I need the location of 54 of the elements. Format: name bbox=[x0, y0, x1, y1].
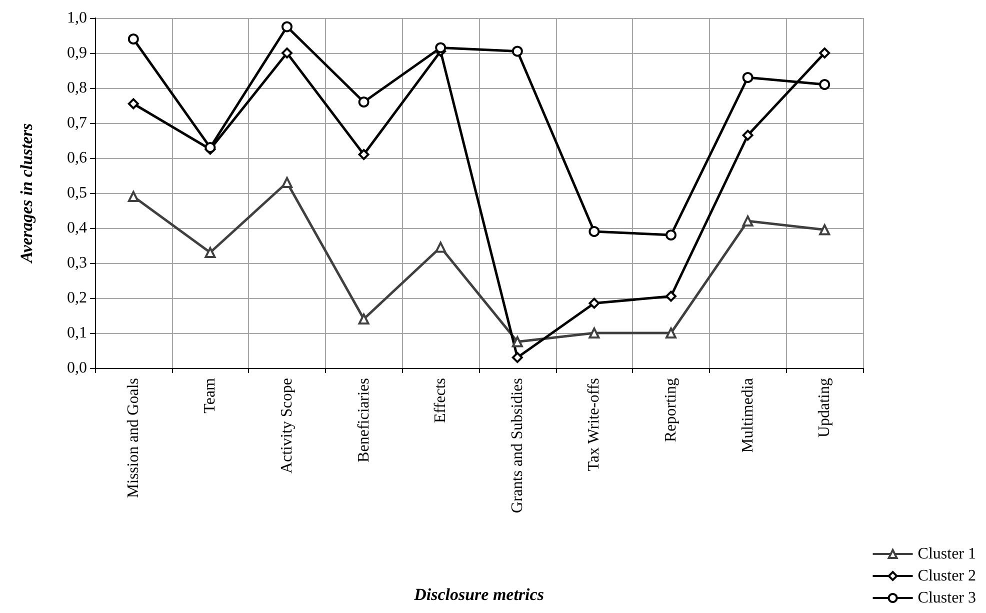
point bbox=[512, 336, 523, 348]
point bbox=[666, 328, 676, 338]
legend-label: Cluster 3 bbox=[918, 590, 976, 606]
y-axis-title: Averages in clusters bbox=[17, 122, 36, 264]
point bbox=[819, 224, 830, 236]
x-tick-label: Grants and Subsidies bbox=[508, 378, 526, 514]
y-tick-label: 1,0 bbox=[67, 10, 87, 26]
x-tick-label: Mission and Goals bbox=[124, 378, 142, 498]
x-tick-label: Team bbox=[202, 377, 219, 414]
point bbox=[666, 230, 676, 240]
point bbox=[512, 46, 523, 57]
point bbox=[588, 298, 600, 309]
x-tick-label: Multimedia bbox=[739, 378, 756, 453]
point bbox=[588, 226, 600, 237]
x-tick-label: Updating bbox=[816, 378, 834, 438]
y-tick-label: 0,2 bbox=[67, 290, 87, 306]
x-tick-label: Tax Write-offs bbox=[586, 378, 603, 472]
point bbox=[128, 191, 139, 202]
y-tick-label: 0,4 bbox=[67, 220, 87, 236]
legend-label: Cluster 2 bbox=[918, 568, 976, 584]
y-tick-label: 0,3 bbox=[67, 254, 87, 272]
x-axis-title: Disclosure metrics bbox=[413, 585, 544, 604]
point bbox=[742, 72, 754, 83]
y-tick-label: 0,0 bbox=[67, 360, 87, 376]
x-tick-label: Beneficiaries bbox=[355, 378, 372, 462]
y-tick-label: 0,9 bbox=[67, 44, 87, 62]
point bbox=[128, 98, 139, 110]
y-tick-label: 0,1 bbox=[67, 324, 87, 342]
point bbox=[512, 352, 523, 363]
point bbox=[128, 34, 139, 44]
point bbox=[204, 247, 216, 258]
y-tick-label: 0,8 bbox=[67, 80, 87, 96]
point bbox=[435, 242, 446, 253]
point bbox=[588, 328, 600, 338]
point bbox=[282, 177, 292, 188]
y-tick-label: 0,5 bbox=[67, 184, 87, 202]
point bbox=[742, 216, 754, 226]
point bbox=[666, 290, 676, 302]
point bbox=[819, 79, 830, 90]
point bbox=[742, 130, 754, 141]
y-tick-label: 0,7 bbox=[67, 114, 87, 132]
point bbox=[358, 96, 370, 108]
point bbox=[819, 48, 830, 58]
legend-label: Cluster 1 bbox=[918, 546, 976, 562]
point bbox=[358, 314, 370, 324]
point bbox=[282, 21, 292, 32]
point bbox=[358, 149, 370, 160]
x-tick-label: Reporting bbox=[662, 378, 680, 442]
x-tick-label: Activity Scope bbox=[278, 378, 296, 474]
y-tick-label: 0,6 bbox=[67, 150, 87, 166]
point bbox=[435, 42, 446, 54]
point bbox=[282, 48, 292, 58]
x-tick-label: Effects bbox=[432, 378, 450, 424]
point bbox=[204, 142, 216, 153]
